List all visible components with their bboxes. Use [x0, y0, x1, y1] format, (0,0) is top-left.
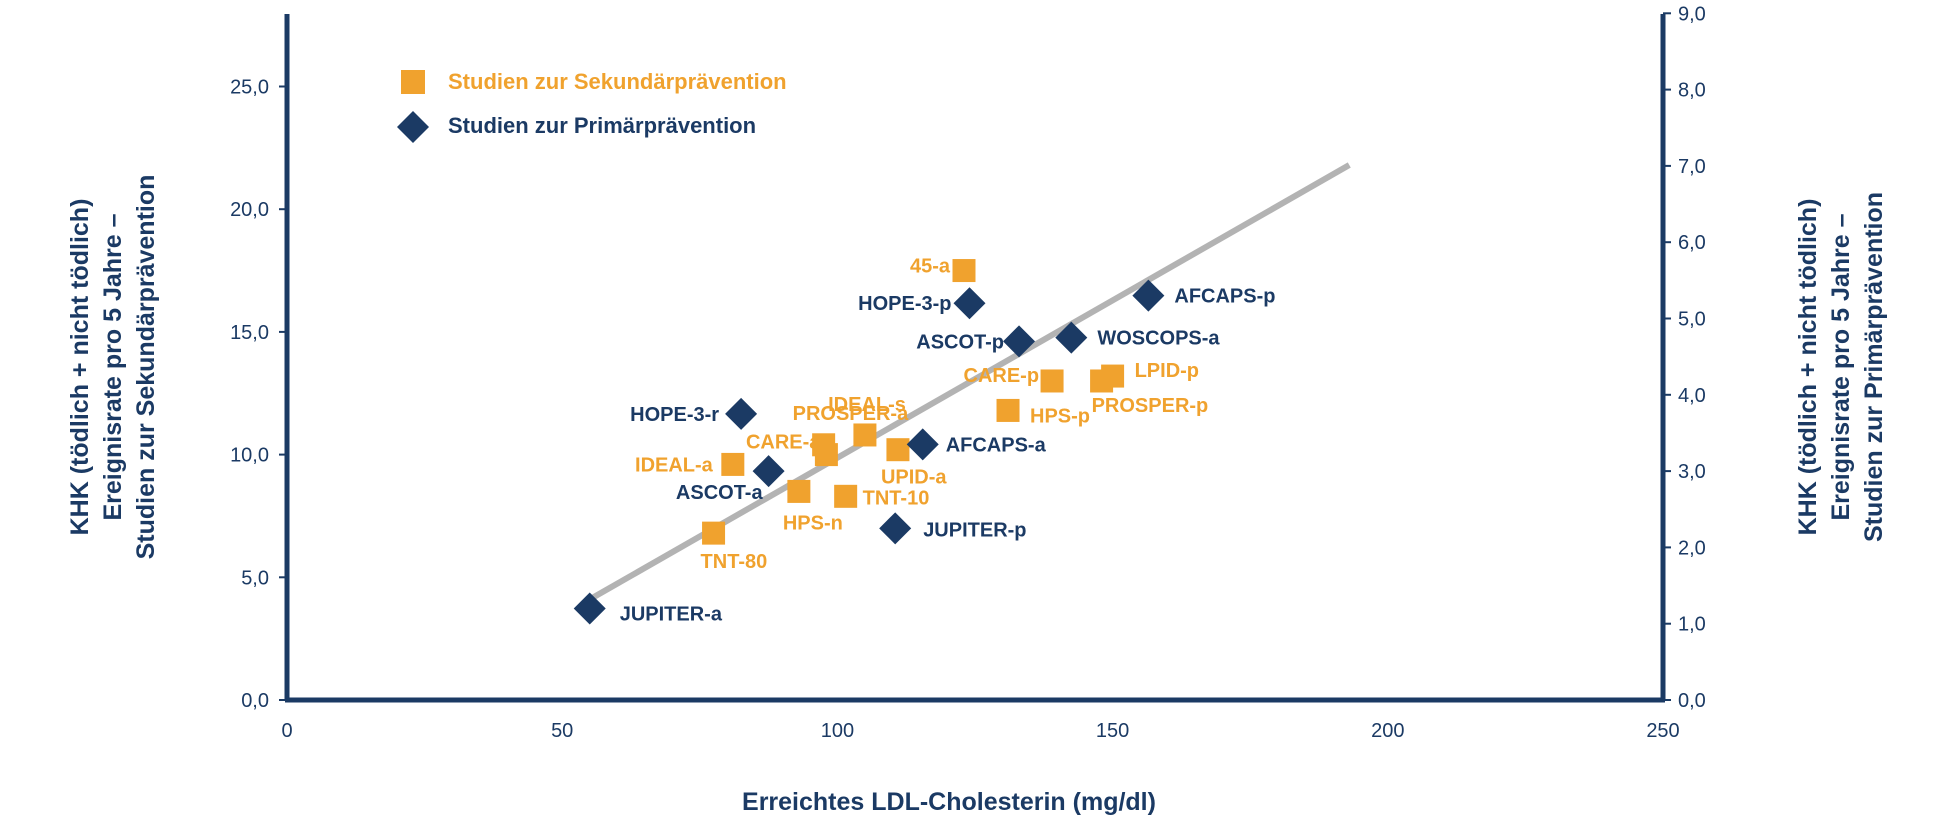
secondary-point-tnt-10: [834, 484, 858, 508]
secondary-point-upid-a: [886, 438, 910, 462]
y-left-tick-label: 0,0: [241, 690, 269, 712]
secondary-point-care-a-label: CARE-a: [746, 432, 821, 454]
y-right-tick-label: 5,0: [1678, 309, 1706, 331]
y-right-tick-label: 7,0: [1678, 156, 1706, 178]
secondary-point-ideal-s-label: IDEAL-s: [828, 394, 906, 416]
y-right-tick-label: 4,0: [1678, 385, 1706, 407]
secondary-point-upid-a-label: UPID-a: [881, 467, 947, 489]
primary-point-afcaps-p-label: AFCAPS-p: [1174, 286, 1275, 308]
y-right-tick-label: 3,0: [1678, 461, 1706, 483]
axes-layer: 0 50 100 150 200 250 0,0 5,0 10,0 15,0 20,0 25,0 0,0…: [230, 3, 1706, 742]
primary-point-hope-3-p: [953, 287, 986, 320]
secondary-point-ideal-a: [721, 452, 745, 476]
x-axis-title: Erreichtes LDL-Cholesterin (mg/dl): [742, 788, 1156, 816]
primary-point-ascot-a: [752, 455, 785, 488]
y-right-tick-label: 9,0: [1678, 3, 1706, 25]
primary-point-ascot-p: [1003, 325, 1036, 358]
legend-label-primary: Studien zur Primärprävention: [448, 113, 756, 138]
x-tick-label: 250: [1646, 720, 1679, 742]
y-right-tick-label: 2,0: [1678, 537, 1706, 559]
secondary-point-hps-p: [996, 398, 1020, 422]
primary-point-jupiter-a-label: JUPITER-a: [620, 603, 723, 625]
y-left-title-line-3: Studien zur Sekundärprävention: [132, 175, 160, 560]
y-right-tick-label: 1,0: [1678, 614, 1706, 636]
secondary-point-45-a: [952, 259, 976, 283]
x-tick-label: 50: [551, 720, 573, 742]
y-axis-left-title: KHK (tödlich + nicht tödlich) Ereignisra…: [66, 175, 160, 560]
x-tick-label: 100: [821, 720, 854, 742]
y-left-tick-label: 20,0: [230, 199, 269, 221]
secondary-point-prosper-p: [1090, 369, 1114, 393]
y-right-tick-label: 8,0: [1678, 80, 1706, 102]
secondary-point-care-p-label: CARE-p: [964, 365, 1040, 387]
legend-square-marker: [401, 70, 425, 94]
secondary-point-prosper-a-label: PROSPER-a: [793, 403, 909, 425]
y-left-tick-label: 5,0: [241, 567, 269, 589]
x-tick-label: 150: [1096, 720, 1129, 742]
secondary-point-care-p: [1040, 369, 1064, 393]
x-tick-label: 0: [281, 720, 292, 742]
legend-diamond-marker: [397, 111, 429, 143]
secondary-point-hps-p-label: HPS-p: [1030, 405, 1090, 427]
secondary-point-prosper-p-label: PROSPER-p: [1092, 395, 1209, 417]
y-right-tick-label: 6,0: [1678, 232, 1706, 254]
primary-point-hope-3-p-label: HOPE-3-p: [858, 293, 951, 315]
y-right-title-line-1: KHK (tödlich + nicht tödlich): [1794, 199, 1822, 536]
primary-point-afcaps-p: [1132, 279, 1165, 312]
secondary-point-45-a-label: 45-a: [910, 256, 951, 278]
legend-label-secondary: Studien zur Sekundärprävention: [448, 69, 787, 94]
y-right-title-line-2: Ereignisrate pro 5 Jahre –: [1827, 213, 1855, 520]
x-tick-label: 200: [1371, 720, 1404, 742]
secondary-point-tnt-80: [702, 521, 726, 545]
primary-point-woscops-a: [1055, 321, 1088, 354]
primary-point-woscops-a-label: WOSCOPS-a: [1097, 328, 1220, 350]
legend: Studien zur Sekundärprävention Studien z…: [397, 69, 787, 143]
axis-titles: Erreichtes LDL-Cholesterin (mg/dl) KHK (…: [66, 175, 1888, 816]
secondary-point-hps-n: [787, 479, 811, 503]
secondary-point-lpid-p-label: LPID-p: [1135, 360, 1199, 382]
y-left-title-line-1: KHK (tödlich + nicht tödlich): [66, 199, 94, 536]
y-left-tick-label: 25,0: [230, 77, 269, 99]
y-right-tick-label: 0,0: [1678, 690, 1706, 712]
primary-point-afcaps-a-label: AFCAPS-a: [946, 434, 1047, 456]
y-axis-right-title: KHK (tödlich + nicht tödlich) Ereignisra…: [1794, 192, 1888, 542]
primary-point-jupiter-p: [879, 512, 912, 545]
primary-point-hope-3-r: [725, 397, 758, 430]
secondary-point-tnt-80-label: TNT-80: [701, 551, 768, 573]
primary-point-jupiter-a: [573, 592, 606, 625]
y-left-tick-label: 10,0: [230, 445, 269, 467]
primary-point-afcaps-a: [906, 428, 939, 461]
secondary-point-care-a: [814, 443, 838, 467]
y-left-title-line-2: Ereignisrate pro 5 Jahre –: [99, 213, 127, 520]
primary-point-ascot-p-label: ASCOT-p: [916, 331, 1004, 353]
primary-point-hope-3-r-label: HOPE-3-r: [630, 404, 719, 426]
secondary-point-tnt-10-label: TNT-10: [863, 487, 930, 509]
secondary-point-ideal-a-label: IDEAL-a: [635, 454, 714, 476]
y-left-tick-label: 15,0: [230, 322, 269, 344]
y-right-title-line-3: Studien zur Primärprävention: [1860, 192, 1888, 542]
primary-point-ascot-a-label: ASCOT-a: [676, 482, 764, 504]
primary-point-jupiter-p-label: JUPITER-p: [923, 519, 1026, 541]
secondary-point-ideal-s: [853, 423, 877, 447]
data-points-layer: [573, 259, 1165, 625]
secondary-point-hps-n-label: HPS-n: [783, 512, 843, 534]
